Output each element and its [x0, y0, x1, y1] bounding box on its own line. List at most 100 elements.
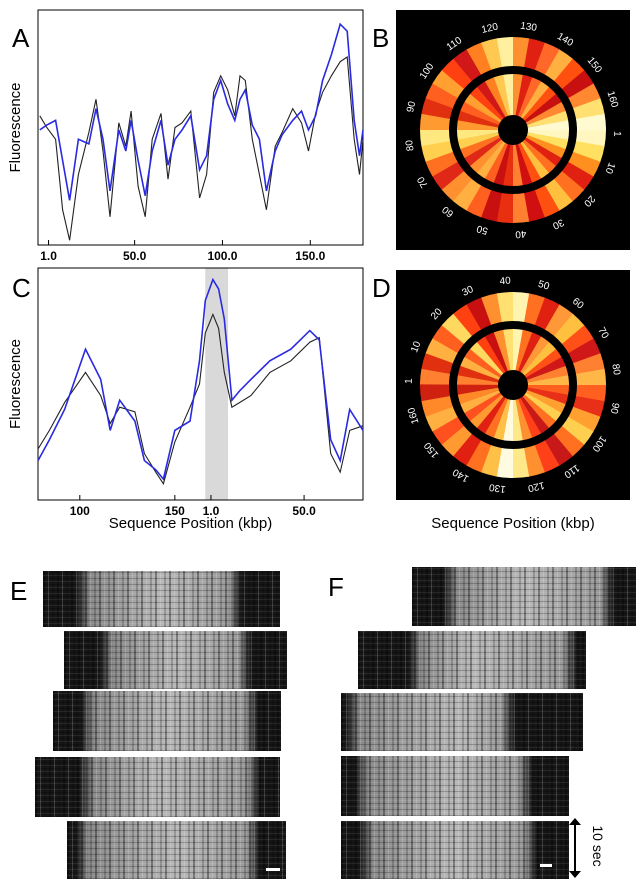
panel-label: C — [12, 273, 31, 303]
angle-tick-label: 1 — [611, 131, 622, 137]
kymograph — [340, 692, 584, 752]
heatmap-sector — [421, 132, 500, 162]
angle-tick-label: 160 — [605, 90, 621, 110]
angle-tick-label: 120 — [481, 21, 500, 36]
heatmap-sector — [421, 387, 500, 417]
heatmap-sector — [526, 368, 607, 386]
angle-tick-label: 30 — [461, 284, 476, 299]
ring — [449, 321, 577, 449]
panel-label: F — [328, 572, 344, 602]
heatmap-sector — [526, 98, 605, 128]
angle-tick-label: 70 — [595, 326, 610, 342]
angle-tick-label: 130 — [519, 21, 538, 34]
heatmap-sector — [420, 384, 500, 402]
heatmap-sector — [466, 297, 509, 373]
center-hole — [498, 370, 528, 400]
x-tick-label: 50.0 — [292, 504, 316, 518]
heatmap-sector — [420, 368, 500, 385]
heatmap-sector — [421, 97, 500, 128]
heatmap-sector — [420, 113, 500, 130]
heatmap-sector — [526, 387, 605, 418]
scale-bar — [540, 864, 552, 867]
angle-tick-label: 10 — [409, 339, 423, 354]
kymograph — [357, 630, 587, 690]
kymograph — [34, 756, 281, 818]
kymograph — [340, 755, 570, 817]
center-hole — [498, 115, 528, 145]
heatmap-sector — [513, 292, 530, 372]
heatmap-sector — [481, 293, 511, 372]
kymograph — [42, 570, 281, 628]
heatmap-sector — [465, 397, 509, 473]
heatmap-sector — [526, 353, 605, 383]
y-axis-label: Fluorescence — [7, 339, 24, 429]
angle-tick-label: 40 — [499, 275, 511, 287]
heatmap-sector — [425, 389, 501, 432]
heatmap-sector — [481, 38, 511, 117]
heatmap-sector — [526, 130, 606, 147]
heatmap-sector — [517, 142, 560, 218]
plot-frame — [37, 9, 364, 246]
heatmap-sector — [421, 352, 500, 383]
x-tick-label: 50.0 — [123, 249, 147, 263]
kymograph — [340, 820, 570, 880]
angle-tick-label: 120 — [526, 479, 545, 494]
heatmap-sector — [513, 37, 530, 117]
angle-tick-label: 80 — [609, 363, 622, 376]
heatmap-sector — [425, 134, 501, 177]
heatmap-sector — [517, 397, 560, 473]
heatmap-sector — [496, 398, 513, 478]
arrow-head — [569, 818, 581, 825]
heatmap-sector — [425, 337, 501, 381]
highlight-band — [205, 268, 229, 500]
y-axis-label: Fluorescence — [7, 82, 24, 172]
heatmap-sector — [465, 142, 509, 218]
heatmap-sector — [425, 82, 501, 126]
angle-tick-label: 50 — [537, 279, 551, 293]
kymograph — [411, 566, 636, 627]
angle-tick-label: 160 — [406, 406, 422, 426]
angle-tick-label: 10 — [602, 161, 616, 176]
series-line — [37, 277, 364, 481]
heatmap-sector — [496, 37, 514, 117]
series-line — [39, 56, 364, 241]
heatmap-sector — [526, 385, 606, 402]
angle-tick-label: 1 — [404, 378, 415, 384]
heatmap-sector — [515, 143, 545, 222]
heatmap-sector — [517, 42, 561, 118]
ring — [449, 66, 577, 194]
arrow-head — [569, 871, 581, 878]
angle-tick-label: 40 — [514, 228, 526, 240]
angle-tick-label: 70 — [415, 174, 430, 190]
heatmap-sector — [515, 398, 545, 477]
kymograph — [63, 630, 288, 690]
heatmap-sector — [515, 38, 546, 117]
time-arrow — [574, 820, 576, 876]
heatmap-sector — [525, 338, 601, 381]
x-axis-label: Sequence Position (kbp) — [109, 515, 272, 532]
panel-label: B — [372, 23, 389, 53]
x-tick-label: 1.0 — [203, 504, 220, 518]
heatmap-sector — [466, 42, 509, 118]
x-tick-label: 1.0 — [40, 249, 57, 263]
heatmap-sector — [525, 83, 601, 126]
panel-label: A — [12, 23, 30, 53]
heatmap-sector — [496, 143, 513, 223]
x-tick-label: 150 — [165, 504, 185, 518]
angle-tick-label: 50 — [475, 222, 489, 236]
heatmap-sector — [420, 129, 500, 147]
heatmap-sector — [517, 297, 561, 373]
time-label: 10 sec — [590, 825, 606, 867]
heatmap-sector — [525, 389, 601, 433]
heatmap-sector — [512, 143, 530, 223]
angle-tick-label: 90 — [608, 401, 621, 415]
series-line — [37, 312, 364, 486]
panel-label: E — [10, 576, 28, 606]
x-tick-label: 150.0 — [295, 249, 325, 263]
x-tick-label: 100.0 — [207, 249, 237, 263]
heatmap-sector — [480, 143, 511, 222]
x-axis-label: Sequence Position (kbp) — [431, 515, 594, 532]
heatmap-sector — [512, 398, 530, 478]
